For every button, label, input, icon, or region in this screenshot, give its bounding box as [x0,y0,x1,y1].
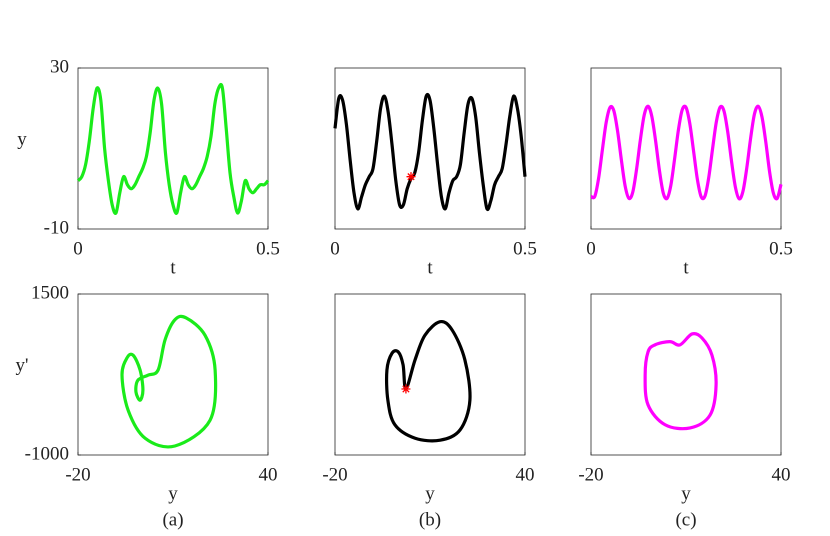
x-axis-label: y [681,483,691,504]
x-tick-label: 40 [259,464,278,485]
y-tick-label: -10 [44,217,69,238]
x-tick-label: 0 [330,238,340,259]
y-tick-label: 30 [50,56,69,77]
x-axis-label: y [425,483,435,504]
y-axis-label: y [17,129,27,150]
axes-box [77,293,269,456]
x-axis-label: t [170,257,176,278]
caption: (a) [162,509,183,530]
axes-box [590,293,782,456]
y-axis-label: y' [16,355,29,376]
x-axis-label: t [427,257,433,278]
x-tick-label: 0.5 [769,238,793,259]
caption: (c) [675,509,696,530]
data-line [643,331,718,431]
x-tick-label: 0 [586,238,596,259]
x-tick-label: -20 [322,464,347,485]
axes-box [334,67,526,230]
axes-box [334,293,526,456]
x-axis-label: y [168,483,178,504]
data-line [76,82,270,215]
x-axis-label: t [683,257,689,278]
star-marker [401,384,411,394]
data-line [333,92,527,212]
x-tick-label: 0.5 [513,238,537,259]
y-tick-label: -1000 [25,443,69,464]
x-tick-label: 40 [516,464,535,485]
data-line [120,314,218,449]
x-tick-label: 0.5 [256,238,280,259]
x-tick-label: 0 [73,238,83,259]
data-line [384,319,472,443]
x-tick-label: -20 [65,464,90,485]
caption: (b) [419,509,441,530]
y-tick-label: 1500 [31,282,69,303]
star-marker [406,172,416,182]
data-line [590,104,783,201]
x-tick-label: 40 [772,464,791,485]
x-tick-label: -20 [578,464,603,485]
